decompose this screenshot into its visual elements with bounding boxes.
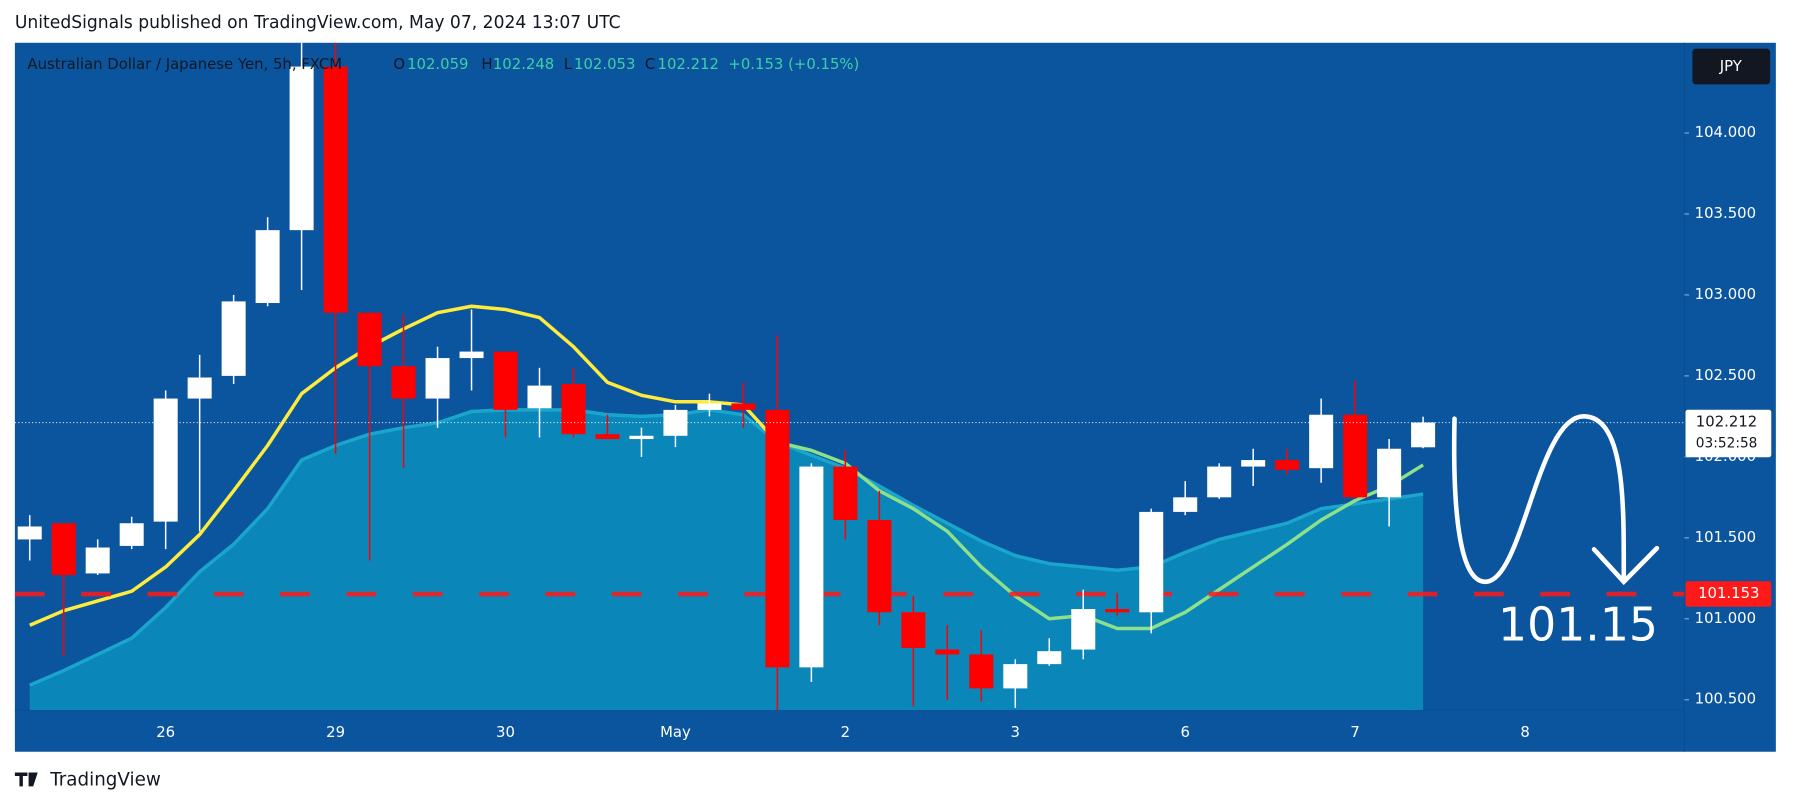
- candle-body: [425, 358, 450, 399]
- x-tick-label: 3: [1011, 723, 1020, 741]
- candle-body: [1071, 609, 1096, 650]
- candle-body: [527, 385, 552, 409]
- candle-body: [357, 312, 382, 367]
- y-tick-label: 101.000: [1695, 609, 1756, 627]
- candle-body: [1377, 448, 1402, 498]
- candle-body: [255, 230, 280, 304]
- forecast-arrowhead: [1591, 545, 1660, 586]
- candle-body: [17, 526, 42, 540]
- symbol-title: Australian Dollar / Japanese Yen, 5h, FX…: [27, 55, 342, 73]
- candle-body: [561, 383, 586, 435]
- moving-average-line: [777, 440, 1424, 631]
- y-tick-label: 102.500: [1695, 366, 1756, 384]
- x-tick-label: May: [660, 723, 691, 741]
- x-tick-label: 8: [1520, 723, 1529, 741]
- legend-low: 102.053: [574, 55, 635, 73]
- candle-body: [969, 654, 994, 689]
- legend-close: 102.212: [658, 55, 719, 73]
- candle-body: [799, 466, 824, 668]
- candle-body: [1207, 466, 1232, 498]
- candle-body: [731, 403, 756, 410]
- candle-body: [765, 409, 790, 668]
- currency-label[interactable]: JPY: [1719, 57, 1743, 75]
- legend-o: O: [393, 55, 405, 73]
- candle-body: [1003, 664, 1028, 689]
- candle-body: [1343, 414, 1368, 498]
- last-price-label: 102.212: [1696, 412, 1757, 430]
- last-price-box: [1685, 409, 1772, 458]
- candle-body: [697, 403, 722, 410]
- countdown-label: 03:52:58: [1696, 435, 1758, 451]
- currency-button[interactable]: [1692, 48, 1771, 85]
- x-tick-label: 30: [496, 723, 515, 741]
- candle-body: [1411, 422, 1436, 448]
- candle-body: [51, 523, 76, 576]
- x-tick-label: 29: [326, 723, 345, 741]
- y-tick-label: 100.500: [1695, 690, 1756, 708]
- y-tick-label: 104.000: [1695, 123, 1756, 141]
- tv-logo: [14, 772, 38, 787]
- legend-h: H: [481, 55, 492, 73]
- plot-area: [14, 42, 1685, 711]
- target-price-box: [1685, 581, 1772, 607]
- candle-body: [595, 434, 620, 440]
- candle-body: [867, 519, 892, 613]
- candle-body: [935, 649, 960, 655]
- y-tick-label: 101.500: [1695, 528, 1756, 546]
- area-edge: [29, 408, 1424, 687]
- candle-body: [1037, 651, 1062, 665]
- legend-c: C: [645, 55, 655, 73]
- candle-body: [1275, 460, 1300, 470]
- candle-body: [1309, 414, 1334, 469]
- footer-brand: TradingView: [49, 770, 160, 791]
- candle-body: [629, 435, 654, 440]
- candle-body: [85, 547, 110, 574]
- candle-body: [153, 398, 178, 522]
- candle-body: [833, 466, 858, 520]
- y-tick-label: 103.500: [1695, 204, 1756, 222]
- candle-body: [1139, 511, 1164, 613]
- candle-body: [119, 523, 144, 546]
- candle-body: [493, 351, 518, 410]
- candle-body: [1241, 460, 1266, 467]
- legend-high: 102.248: [493, 55, 554, 73]
- candle-body: [1105, 609, 1130, 613]
- y-tick-label: 103.000: [1695, 285, 1756, 303]
- candle-body: [289, 66, 314, 231]
- candle-body: [459, 351, 484, 359]
- x-tick-label: 26: [156, 723, 175, 741]
- candle-body: [323, 66, 348, 313]
- axes: 100.500101.000101.500102.000102.500103.0…: [156, 123, 1772, 741]
- candle-body: [221, 301, 246, 376]
- candle-body: [1173, 497, 1198, 512]
- x-tick-label: 2: [841, 723, 850, 741]
- x-tick-label: 6: [1180, 723, 1189, 741]
- candle-body: [187, 377, 212, 399]
- forecast-curve: [1451, 414, 1627, 585]
- x-tick-label: 7: [1350, 723, 1359, 741]
- target-annotation: 101.15: [1498, 597, 1658, 651]
- target-price-label: 101.153: [1698, 584, 1759, 602]
- candle-body: [901, 612, 926, 648]
- legend-change: +0.153 (+0.15%): [728, 55, 859, 73]
- candle-body: [391, 366, 416, 399]
- legend-open: 102.059: [407, 55, 468, 73]
- published-line: UnitedSignals published on TradingView.c…: [15, 13, 621, 33]
- legend-l: L: [564, 55, 573, 73]
